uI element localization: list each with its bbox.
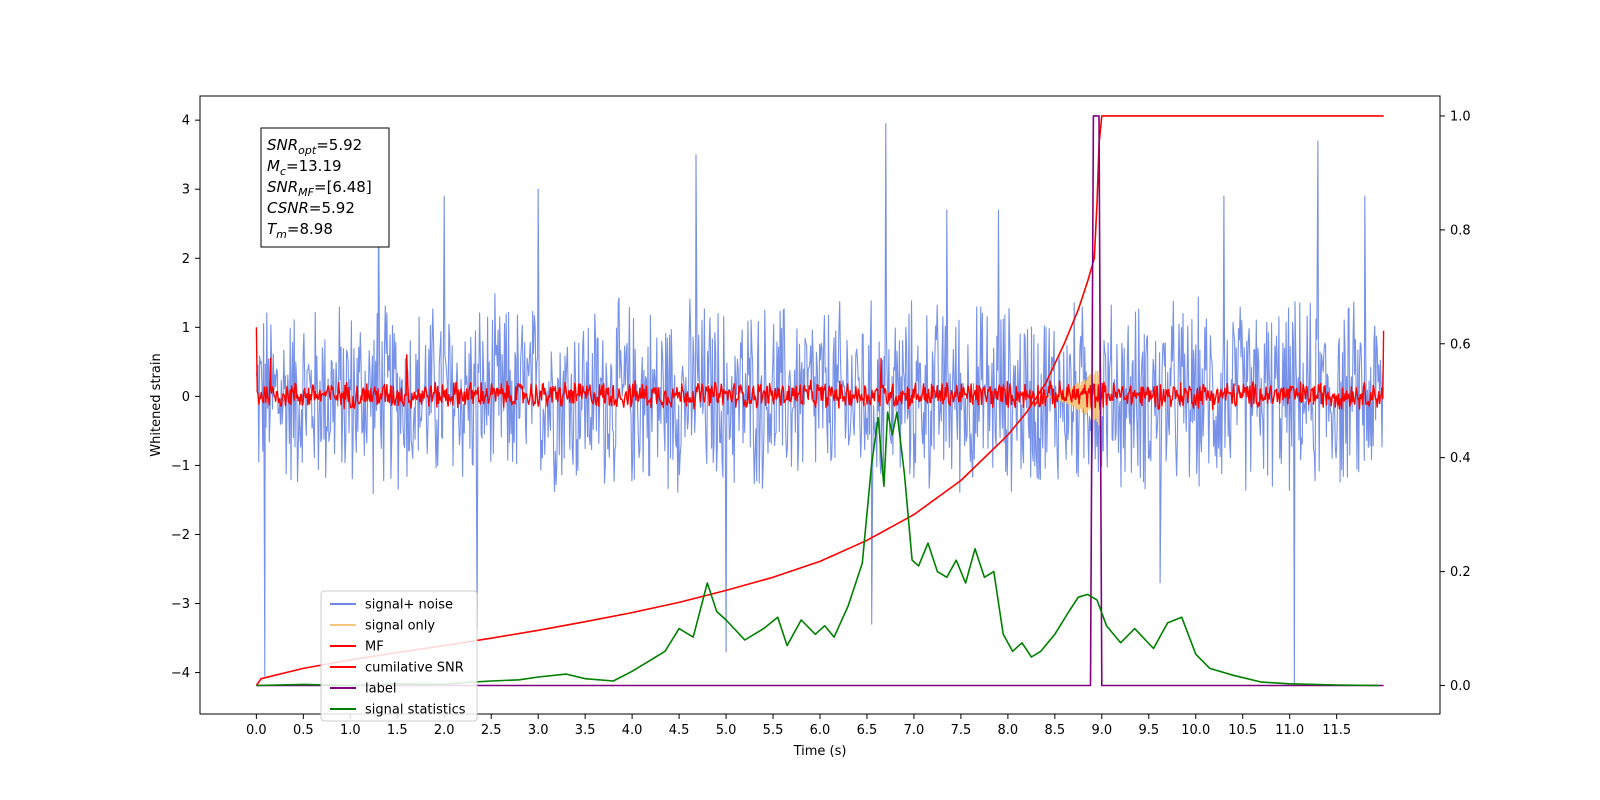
y2-tick-label: 0.2 [1450, 565, 1471, 580]
x-tick-label: 11.0 [1275, 723, 1304, 738]
x-tick-label: 5.0 [716, 723, 737, 738]
x-axis: 0.0 0.5 1.0 1.5 2.0 2.5 3.0 3.5 4.0 4.5 5.0 5.5 6.0 6… [246, 714, 1351, 738]
series-mf-line [255, 327, 1385, 411]
x-tick-label: 6.0 [810, 723, 831, 738]
annotation-subscript: MF [298, 186, 314, 199]
legend: signal+ noise signal only MF cumilative SNR… [320, 590, 478, 722]
annotation-subscript: opt [298, 144, 317, 157]
annotation-value: =5.92 [316, 136, 362, 154]
annotation-symbol: M [267, 157, 280, 175]
legend-label: signal+ noise [365, 598, 453, 613]
x-tick-label: 8.5 [1045, 723, 1066, 738]
x-tick-label: 2.5 [481, 723, 502, 738]
x-tick-label: 11.5 [1322, 723, 1351, 738]
y-tick-label: 4 [182, 114, 190, 129]
legend-label: signal only [365, 619, 435, 634]
series-signal-noise-line [255, 123, 1385, 684]
x-tick-label: 0.5 [293, 723, 314, 738]
x-tick-label: 1.0 [340, 723, 361, 738]
x-tick-label: 2.0 [434, 723, 455, 738]
x-tick-label: 4.0 [622, 723, 643, 738]
annotation-line: Tm=8.98 [267, 220, 333, 241]
annotation-value: =5.92 [309, 199, 355, 217]
legend-label: cumilative SNR [365, 661, 464, 676]
legend-frame [320, 590, 478, 722]
y-tick-label: −1 [171, 459, 190, 474]
y-tick-label: −3 [171, 597, 190, 612]
y2-tick-label: 0.8 [1450, 223, 1471, 238]
legend-label: signal statistics [365, 703, 466, 718]
y-tick-label: −4 [171, 666, 190, 681]
series-label-line [256, 115, 1384, 687]
x-tick-label: 9.0 [1091, 723, 1112, 738]
y-axis-left: −4 −3 −2 −1 0 1 2 3 4 [171, 114, 200, 681]
annotation-value: =13.19 [286, 157, 342, 175]
y-axis-right: 0.0 0.2 0.4 0.6 0.8 1.0 [1440, 109, 1471, 694]
y2-tick-label: 0.4 [1450, 451, 1471, 466]
annotation-symbol: SNR [267, 136, 298, 154]
annotation-subscript: m [276, 228, 287, 241]
x-tick-label: 9.5 [1138, 723, 1159, 738]
x-tick-label: 4.5 [669, 723, 690, 738]
x-tick-label: 0.0 [246, 723, 267, 738]
annotation-symbol: CSNR [267, 199, 309, 217]
annotation-frame [260, 127, 390, 248]
annotation-value: =[6.48] [314, 178, 372, 196]
legend-label: MF [365, 640, 384, 655]
y-tick-label: 2 [182, 252, 190, 267]
annotation-line: CSNR=5.92 [267, 199, 355, 217]
x-tick-label: 10.0 [1181, 723, 1210, 738]
x-tick-label: 3.5 [575, 723, 596, 738]
x-tick-label: 10.5 [1228, 723, 1257, 738]
y-tick-label: 0 [182, 390, 190, 405]
x-tick-label: 6.5 [857, 723, 878, 738]
x-tick-label: 8.0 [998, 723, 1019, 738]
series-signal-statistics-line [256, 411, 1379, 687]
annotation-symbol: T [267, 220, 278, 238]
annotation-value: =8.98 [287, 220, 333, 238]
x-axis-label: Time (s) [793, 744, 847, 759]
annotation-line: SNRopt=5.92 [267, 136, 362, 157]
y-axis-label: Whitened strain [149, 353, 164, 456]
y2-tick-label: 0.6 [1450, 337, 1471, 352]
x-tick-label: 7.5 [951, 723, 972, 738]
annotation-line: SNRMF=[6.48] [267, 178, 372, 199]
x-tick-label: 7.0 [904, 723, 925, 738]
annotation-symbol: SNR [267, 178, 298, 196]
x-tick-label: 3.0 [528, 723, 549, 738]
x-tick-label: 1.5 [387, 723, 408, 738]
annotation-subscript: c [280, 165, 286, 178]
legend-label: label [365, 682, 396, 697]
y2-tick-label: 0.0 [1450, 679, 1471, 694]
x-tick-label: 5.5 [763, 723, 784, 738]
annotation-box: SNRopt=5.92Mc=13.19SNRMF=[6.48]CSNR=5.92… [260, 127, 390, 248]
y-tick-label: 3 [182, 183, 190, 198]
y2-tick-label: 1.0 [1450, 109, 1471, 124]
y-tick-label: 1 [182, 321, 190, 336]
y-tick-label: −2 [171, 528, 190, 543]
annotation-line: Mc=13.19 [267, 157, 342, 178]
